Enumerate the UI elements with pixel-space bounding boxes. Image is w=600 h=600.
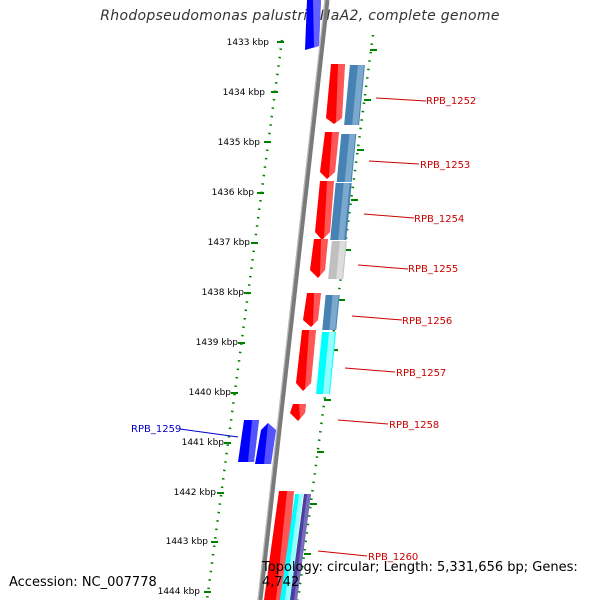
genome-backbone-highlight xyxy=(257,0,326,600)
gene-label-rpb-1260: RPB_1260 xyxy=(368,552,418,563)
ruler-labels: 1433 kbp 1434 kbp 1435 kbp 1436 kbp 1437… xyxy=(158,38,270,597)
right-ruler xyxy=(296,34,375,600)
gene-rpb-1257 xyxy=(296,330,336,394)
ruler-label: 1442 kbp xyxy=(174,488,217,498)
ruler-label: 1435 kbp xyxy=(218,138,261,148)
left-ruler-ticks xyxy=(204,41,284,593)
gene-label-rpb-1258: RPB_1258 xyxy=(389,420,439,431)
gene-rpb-1254 xyxy=(315,181,352,240)
gene-rpb-1253 xyxy=(320,132,357,182)
left-ruler xyxy=(205,39,284,600)
gene-rpb-1255 xyxy=(310,239,347,279)
ruler-label: 1436 kbp xyxy=(212,188,255,198)
genome-title: Rhodopseudomonas palustris HaA2, complet… xyxy=(100,8,500,24)
ruler-label: 1439 kbp xyxy=(196,338,239,348)
gene-label-rpb-1259: RPB_1259 xyxy=(131,424,181,435)
ruler-label: 1441 kbp xyxy=(182,438,225,448)
ruler-label: 1440 kbp xyxy=(189,388,232,398)
gene-rpb-1260 xyxy=(264,491,311,600)
gene-label-rpb-1256: RPB_1256 xyxy=(402,316,452,327)
gene-label-rpb-1257: RPB_1257 xyxy=(396,368,446,379)
gene-label-rpb-1254: RPB_1254 xyxy=(414,214,464,225)
gene-top-reverse xyxy=(305,0,321,50)
gene-label-rpb-1252: RPB_1252 xyxy=(426,96,476,107)
gene-rpb-1252 xyxy=(326,64,365,125)
gene-rpb-1259 xyxy=(238,420,276,464)
gene-rpb-1258 xyxy=(290,404,306,421)
ruler-label: 1438 kbp xyxy=(202,288,245,298)
genome-backbone xyxy=(257,0,330,600)
ruler-label: 1434 kbp xyxy=(223,88,266,98)
ruler-label: 1443 kbp xyxy=(166,537,209,547)
gene-label-rpb-1255: RPB_1255 xyxy=(408,264,458,275)
accession-text: Accession: NC_007778 xyxy=(9,575,157,590)
ruler-label: 1437 kbp xyxy=(208,238,251,248)
right-ruler-ticks xyxy=(304,49,377,555)
ruler-label: 1444 kbp xyxy=(158,587,201,597)
gene-label-rpb-1253: RPB_1253 xyxy=(420,160,470,171)
genome-summary-text: Topology: circular; Length: 5,331,656 bp… xyxy=(262,560,578,590)
gene-rpb-1256 xyxy=(303,293,340,330)
label-leaders xyxy=(317,97,427,557)
label-leader-rpb-1259 xyxy=(179,428,239,438)
ruler-label: 1433 kbp xyxy=(227,38,270,48)
